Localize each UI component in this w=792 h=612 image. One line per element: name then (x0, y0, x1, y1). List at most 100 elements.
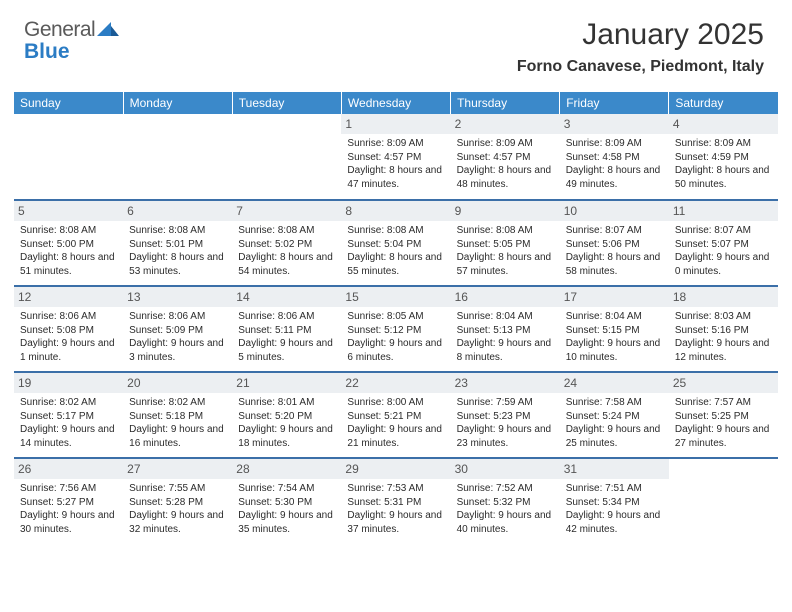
sunset-line: Sunset: 5:21 PM (347, 410, 444, 424)
day-number: 13 (123, 287, 232, 307)
brand-logo: General (24, 18, 121, 42)
sunrise-line: Sunrise: 8:09 AM (566, 137, 663, 151)
daylight-line: Daylight: 9 hours and 37 minutes. (347, 509, 444, 536)
calendar-cell: 22Sunrise: 8:00 AMSunset: 5:21 PMDayligh… (341, 372, 450, 458)
daylight-line: Daylight: 8 hours and 51 minutes. (20, 251, 117, 278)
daylight-line: Daylight: 9 hours and 6 minutes. (347, 337, 444, 364)
sunset-line: Sunset: 5:27 PM (20, 496, 117, 510)
day-number: 30 (451, 459, 560, 479)
sunrise-line: Sunrise: 8:06 AM (129, 310, 226, 324)
day-number: 21 (232, 373, 341, 393)
daylight-line: Daylight: 9 hours and 25 minutes. (566, 423, 663, 450)
brand-triangle-icon (97, 20, 119, 41)
sunset-line: Sunset: 5:06 PM (566, 238, 663, 252)
day-number: 3 (560, 114, 669, 134)
sunrise-line: Sunrise: 7:51 AM (566, 482, 663, 496)
weekday-header: Tuesday (232, 92, 341, 114)
sunrise-line: Sunrise: 8:08 AM (347, 224, 444, 238)
sunrise-line: Sunrise: 8:01 AM (238, 396, 335, 410)
calendar-cell: 25Sunrise: 7:57 AMSunset: 5:25 PMDayligh… (669, 372, 778, 458)
day-number: 4 (669, 114, 778, 134)
calendar-cell: 13Sunrise: 8:06 AMSunset: 5:09 PMDayligh… (123, 286, 232, 372)
calendar-cell: 1Sunrise: 8:09 AMSunset: 4:57 PMDaylight… (341, 114, 450, 200)
calendar-cell: . (232, 114, 341, 200)
sunrise-line: Sunrise: 8:02 AM (129, 396, 226, 410)
daylight-line: Daylight: 8 hours and 54 minutes. (238, 251, 335, 278)
calendar-row: 26 Sunrise: 7:56 AMSunset: 5:27 PM Dayligh… (14, 458, 778, 544)
sunrise-line: Sunrise: 8:04 AM (457, 310, 554, 324)
sunrise-line: Sunrise: 8:06 AM (20, 310, 117, 324)
sunrise-line: Sunrise: 8:07 AM (675, 224, 772, 238)
day-number: 31 (560, 459, 669, 479)
sunset-line: Sunset: 5:24 PM (566, 410, 663, 424)
calendar-cell: 29Sunrise: 7:53 AMSunset: 5:31 PMDayligh… (341, 458, 450, 544)
calendar-cell: 31 Sunrise: 7:51 AMSunset: 5:34 PMDayligh… (560, 458, 669, 544)
calendar-cell: 23Sunrise: 7:59 AMSunset: 5:23 PMDayligh… (451, 372, 560, 458)
calendar-row: ...1Sunrise: 8:09 AMSunset: 4:57 PMDayli… (14, 114, 778, 200)
daylight-line: Daylight: 9 hours and 5 minutes. (238, 337, 335, 364)
daylight-line: Daylight: 8 hours and 57 minutes. (457, 251, 554, 278)
calendar-row: 12Sunrise: 8:06 AMSunset: 5:08 PMDayligh… (14, 286, 778, 372)
sunrise-line: Sunrise: 7:56 AM (20, 482, 117, 496)
sunset-line: Sunset: 4:57 PM (347, 151, 444, 165)
day-number: 24 (560, 373, 669, 393)
day-number: 2 (451, 114, 560, 134)
title-block: January 2025 Forno Canavese, Piedmont, I… (517, 18, 764, 76)
sunset-line: Sunset: 4:58 PM (566, 151, 663, 165)
calendar-cell: 17Sunrise: 8:04 AMSunset: 5:15 PMDayligh… (560, 286, 669, 372)
calendar-cell: 11Sunrise: 8:07 AMSunset: 5:07 PMDayligh… (669, 200, 778, 286)
sunset-line: Sunset: 5:09 PM (129, 324, 226, 338)
calendar-cell: 24 Sunrise: 7:58 AMSunset: 5:24 PMDayligh… (560, 372, 669, 458)
calendar-cell: 26Sunrise: 7:56 AMSunset: 5:27 PMDayligh… (14, 458, 123, 544)
day-number: 26 (14, 459, 123, 479)
calendar-cell: 10Sunrise: 8:07 AMSunset: 5:06 PMDayligh… (560, 200, 669, 286)
sunset-line: Sunset: 5:00 PM (20, 238, 117, 252)
sunset-line: Sunset: 5:17 PM (20, 410, 117, 424)
calendar-body: ...1Sunrise: 8:09 AMSunset: 4:57 PMDayli… (14, 114, 778, 544)
brand-text-blue: Blue (24, 40, 70, 64)
sunrise-line: Sunrise: 7:58 AM (566, 396, 663, 410)
weekday-header: Wednesday (341, 92, 450, 114)
calendar-row: 19Sunrise: 8:02 AMSunset: 5:17 PMDayligh… (14, 372, 778, 458)
day-number: 7 (232, 201, 341, 221)
calendar-cell: 20Sunrise: 8:02 AMSunset: 5:18 PMDayligh… (123, 372, 232, 458)
day-number: 6 (123, 201, 232, 221)
sunset-line: Sunset: 5:02 PM (238, 238, 335, 252)
sunset-line: Sunset: 5:08 PM (20, 324, 117, 338)
calendar-cell: 19Sunrise: 8:02 AMSunset: 5:17 PMDayligh… (14, 372, 123, 458)
daylight-line: Daylight: 9 hours and 23 minutes. (457, 423, 554, 450)
day-number: 29 (341, 459, 450, 479)
calendar-cell: . (14, 114, 123, 200)
daylight-line: Daylight: 8 hours and 58 minutes. (566, 251, 663, 278)
day-number: 5 (14, 201, 123, 221)
sunrise-line: Sunrise: 8:08 AM (457, 224, 554, 238)
daylight-line: Daylight: 9 hours and 12 minutes. (675, 337, 772, 364)
calendar-cell: 18Sunrise: 8:03 AMSunset: 5:16 PMDayligh… (669, 286, 778, 372)
sunset-line: Sunset: 5:34 PM (566, 496, 663, 510)
sunset-line: Sunset: 5:20 PM (238, 410, 335, 424)
calendar-cell: 2Sunrise: 8:09 AMSunset: 4:57 PMDaylight… (451, 114, 560, 200)
daylight-line: Daylight: 9 hours and 42 minutes. (566, 509, 663, 536)
sunrise-line: Sunrise: 7:53 AM (347, 482, 444, 496)
sunset-line: Sunset: 5:11 PM (238, 324, 335, 338)
day-number: 18 (669, 287, 778, 307)
day-number: 8 (341, 201, 450, 221)
day-number: 14 (232, 287, 341, 307)
day-number: 20 (123, 373, 232, 393)
sunrise-line: Sunrise: 8:00 AM (347, 396, 444, 410)
calendar-cell: 30Sunrise: 7:52 AMSunset: 5:32 PMDayligh… (451, 458, 560, 544)
sunrise-line: Sunrise: 7:55 AM (129, 482, 226, 496)
calendar-cell: 3Sunrise: 8:09 AMSunset: 4:58 PMDaylight… (560, 114, 669, 200)
sunset-line: Sunset: 5:25 PM (675, 410, 772, 424)
calendar-cell: 15Sunrise: 8:05 AMSunset: 5:12 PMDayligh… (341, 286, 450, 372)
sunset-line: Sunset: 5:01 PM (129, 238, 226, 252)
calendar-cell: 5Sunrise: 8:08 AMSunset: 5:00 PMDaylight… (14, 200, 123, 286)
calendar-cell: 7Sunrise: 8:08 AMSunset: 5:02 PMDaylight… (232, 200, 341, 286)
day-number: 16 (451, 287, 560, 307)
sunset-line: Sunset: 5:05 PM (457, 238, 554, 252)
calendar-table: SundayMondayTuesdayWednesdayThursdayFrid… (14, 92, 778, 544)
sunrise-line: Sunrise: 7:59 AM (457, 396, 554, 410)
daylight-line: Daylight: 9 hours and 40 minutes. (457, 509, 554, 536)
sunset-line: Sunset: 5:15 PM (566, 324, 663, 338)
sunset-line: Sunset: 5:30 PM (238, 496, 335, 510)
